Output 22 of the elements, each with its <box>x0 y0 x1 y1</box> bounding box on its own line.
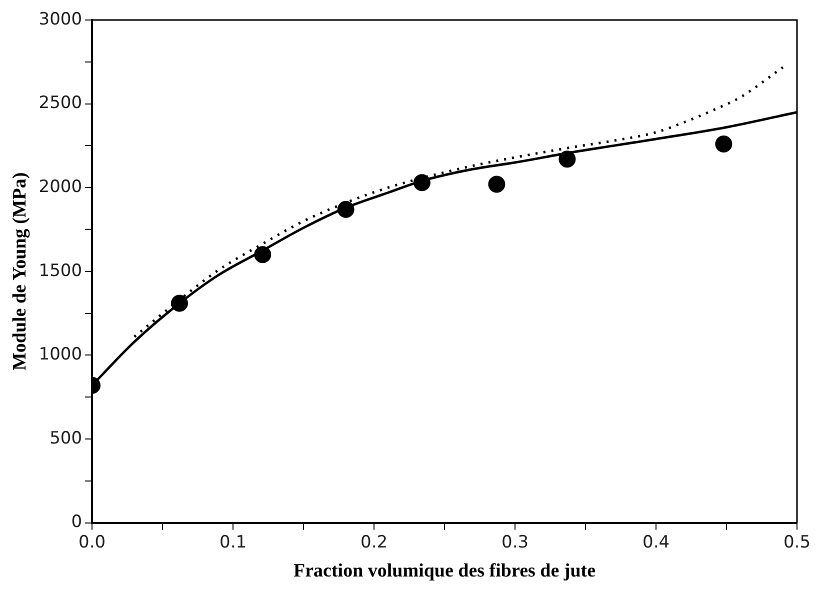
point <box>254 246 272 264</box>
y-tick-label: 2000 <box>38 177 82 198</box>
point <box>715 136 732 153</box>
x-tick-label: 0.0 <box>78 532 106 552</box>
point <box>488 176 506 193</box>
y-tick-label: 500 <box>50 428 82 448</box>
x-tick-label: 0.4 <box>642 532 670 552</box>
y-axis-title: Module de Young (MPa) <box>9 172 30 371</box>
y-tick-label: 1000 <box>38 344 82 365</box>
x-tick-label: 0.1 <box>220 532 247 552</box>
y-tick-label: 3000 <box>38 9 82 30</box>
point <box>413 174 430 192</box>
x-tick-label: 0.2 <box>360 532 388 552</box>
y-tick-label: 2500 <box>38 93 82 114</box>
y-tick-label: 1500 <box>38 260 82 281</box>
point <box>170 294 188 312</box>
x-tick-label: 0.3 <box>502 532 529 552</box>
point <box>558 150 576 168</box>
x-axis-title: Fraction volumique des fibres de jute <box>294 560 596 582</box>
y-tick-label: 0 <box>71 512 82 532</box>
x-tick-label: 0.5 <box>783 532 811 552</box>
point <box>337 200 354 218</box>
